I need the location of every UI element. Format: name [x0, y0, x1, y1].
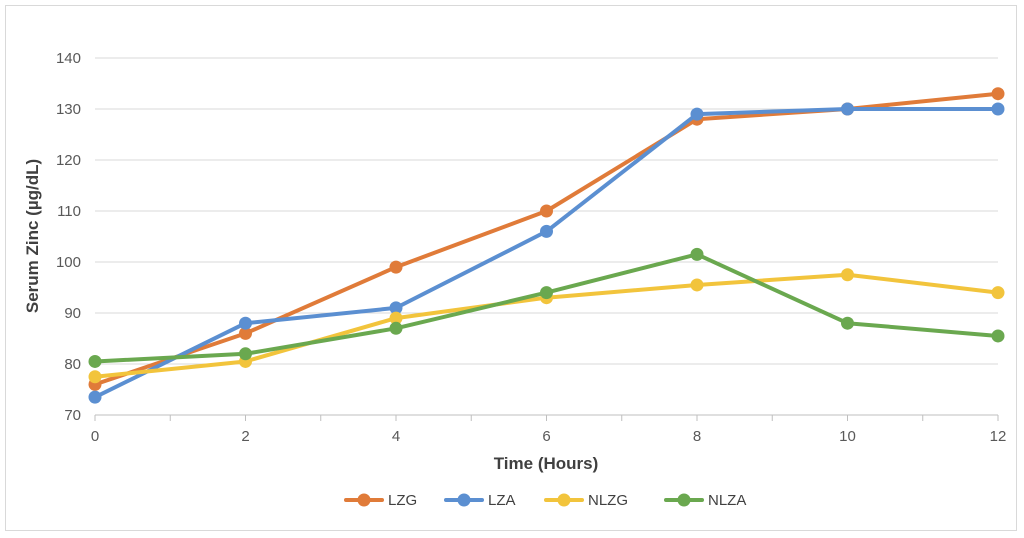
legend-marker-lzg — [357, 493, 371, 507]
point-lza — [540, 224, 553, 238]
series-lzg — [88, 87, 1005, 391]
chart-frame — [5, 5, 1017, 531]
line-nlza — [93, 252, 1000, 364]
series-lines — [88, 87, 1005, 404]
point-lza — [88, 390, 102, 404]
x-tick-label: 8 — [693, 428, 701, 445]
point-lza — [690, 107, 704, 121]
point-nlza — [88, 354, 102, 368]
y-tick-label: 110 — [57, 203, 81, 220]
x-tick-label: 4 — [392, 428, 400, 445]
point-nlzg — [389, 311, 403, 325]
point-lzg — [389, 260, 403, 274]
legend-label-lzg: LZG — [388, 492, 417, 509]
point-nlza — [991, 329, 1005, 343]
point-nlza — [841, 316, 854, 330]
x-tick-label: 0 — [91, 428, 99, 445]
y-tick-label: 90 — [64, 305, 81, 322]
x-axis-title: Time (Hours) — [494, 454, 599, 473]
x-tick-label: 12 — [990, 428, 1007, 445]
y-tick-label: 120 — [56, 152, 81, 169]
x-tick-label: 6 — [542, 428, 550, 445]
point-lzg — [991, 87, 1005, 101]
point-nlzg — [88, 370, 102, 384]
legend-label-lza: LZA — [488, 492, 516, 509]
legend-marker-nlza — [677, 493, 691, 507]
legend-label-nlza: NLZA — [708, 492, 746, 509]
legend-marker-nlzg — [557, 493, 571, 507]
x-tick-label: 10 — [839, 428, 856, 445]
series-lza — [88, 102, 1005, 404]
y-tick-label: 100 — [56, 254, 81, 271]
point-lzg — [540, 204, 553, 218]
x-tick-label: 2 — [241, 428, 249, 445]
legend-label-nlzg: NLZG — [588, 492, 628, 509]
point-nlza — [690, 247, 704, 261]
y-tick-label: 130 — [56, 101, 81, 118]
legend-marker-lza — [457, 493, 471, 507]
legend-item-lza: LZA — [444, 492, 516, 509]
point-nlza — [239, 347, 252, 361]
point-nlzg — [991, 286, 1005, 300]
legend-item-nlzg: NLZG — [544, 492, 628, 509]
point-nlza — [389, 321, 403, 335]
legend: LZG LZA NLZG NLZA — [344, 492, 746, 509]
point-nlzg — [690, 278, 704, 292]
y-tick-label: 140 — [56, 50, 81, 67]
point-lza — [389, 301, 403, 315]
point-nlza — [540, 286, 553, 300]
line-lzg — [93, 91, 1000, 387]
legend-item-nlza: NLZA — [664, 492, 746, 509]
series-nlza — [88, 247, 1005, 368]
point-lza — [841, 102, 854, 116]
point-lza — [239, 316, 252, 330]
y-axis-title: Serum Zinc (µg/dL) — [23, 159, 42, 313]
point-lza — [991, 102, 1005, 116]
legend-item-lzg: LZG — [344, 492, 417, 509]
point-nlzg — [841, 268, 854, 282]
point-lzg — [239, 326, 252, 340]
axes: 70 80 90 100 110 120 130 140 0 2 4 6 8 10 12 — [56, 50, 1006, 445]
y-tick-label: 80 — [64, 356, 81, 373]
y-tick-label: 70 — [64, 407, 81, 424]
